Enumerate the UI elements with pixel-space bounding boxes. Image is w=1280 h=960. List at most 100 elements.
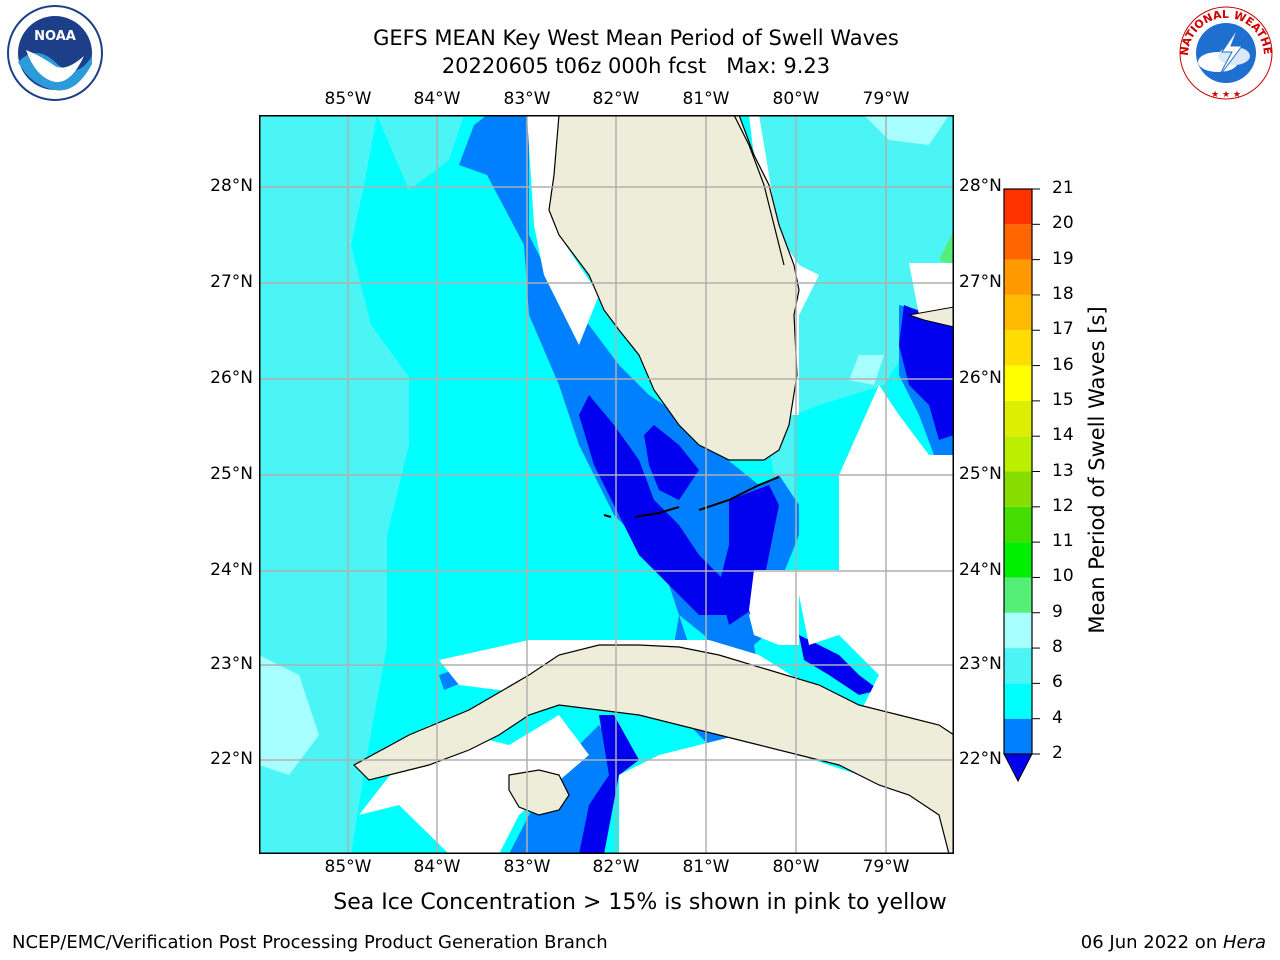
lon-tick-bottom: 83°W	[503, 857, 551, 877]
lat-tick-left: 23°N	[210, 654, 253, 674]
land-florida	[548, 115, 800, 461]
band-lt2-west	[719, 485, 779, 625]
colorbar-cell	[1004, 224, 1032, 260]
lon-tick-top: 84°W	[413, 89, 461, 109]
footer-credit: NCEP/EMC/Verification Post Processing Pr…	[12, 932, 608, 953]
colorbar-cell	[1004, 577, 1032, 613]
colorbar-cell	[1004, 365, 1032, 401]
colorbar-tick-label: 17	[1052, 319, 1074, 340]
colorbar-tick-label: 2	[1052, 743, 1063, 763]
footer-host: Hera	[1222, 932, 1266, 953]
lat-tick-left: 25°N	[210, 464, 253, 484]
colorbar-tick-label: 21	[1052, 178, 1074, 198]
band-9-10	[939, 230, 954, 265]
band-6-8-west	[259, 115, 409, 854]
land-isle-of-youth	[508, 769, 570, 816]
lat-tick-right: 24°N	[959, 560, 1002, 580]
coast-florida-east	[733, 115, 785, 266]
grid	[259, 115, 954, 854]
colorbar-under-triangle	[1003, 753, 1033, 783]
swell-period-map	[259, 115, 954, 854]
lat-tick-right: 22°N	[959, 749, 1002, 769]
colorbar-title: Mean Period of Swell Waves [s]	[1085, 306, 1109, 634]
no-data-keys	[749, 575, 799, 645]
colorbar-cell	[1004, 294, 1032, 331]
no-data-florida	[527, 115, 599, 345]
colorbar-cell	[1004, 683, 1032, 719]
no-data-bahamas-north	[909, 263, 954, 315]
band-6-8-south	[259, 765, 349, 854]
lon-tick-bottom: 82°W	[592, 857, 640, 877]
coast-keys	[698, 476, 780, 511]
band-lt2-keys	[644, 425, 699, 500]
map-subtitle: 20220605 t06z 000h fcst Max: 9.23	[441, 54, 831, 78]
lat-tick-left: 26°N	[210, 368, 253, 388]
colorbar-cell	[1004, 400, 1032, 437]
lat-tick-left: 27°N	[210, 272, 253, 292]
band-6-8-atlantic	[749, 115, 954, 515]
land-cuba	[353, 644, 954, 854]
footer-date: 06 Jun 2022 on Hera	[1081, 932, 1266, 953]
colorbar-tick-label: 15	[1052, 389, 1074, 410]
band-8-9-east2	[849, 355, 884, 385]
nws-logo: NATIONAL WEATHER SERVICE ★ ★ ★	[1176, 4, 1274, 100]
svg-text:★ ★ ★: ★ ★ ★	[1211, 90, 1241, 100]
map-frame	[259, 115, 954, 854]
colorbar	[1003, 188, 1040, 783]
colorbar-cell	[1004, 718, 1032, 754]
lat-tick-right: 26°N	[959, 368, 1002, 388]
colorbar-tick-label: 4	[1052, 707, 1063, 728]
footer-date-text: 06 Jun 2022 on	[1080, 932, 1223, 953]
colorbar-tick-label: 18	[1052, 283, 1074, 304]
lon-tick-top: 85°W	[324, 89, 372, 109]
band-8-9-west	[259, 655, 319, 775]
lon-tick-bottom: 85°W	[324, 857, 372, 877]
lon-tick-top: 79°W	[862, 89, 910, 109]
lon-tick-top: 82°W	[592, 89, 640, 109]
colorbar-tick-label: 11	[1052, 531, 1074, 552]
noaa-logo: NOAA	[7, 5, 103, 101]
band-6-8-north	[377, 115, 464, 190]
lat-tick-right: 28°N	[959, 176, 1002, 196]
lon-tick-bottom: 84°W	[413, 857, 461, 877]
colorbar-cell	[1004, 471, 1032, 507]
colorbar-cell	[1004, 612, 1032, 649]
colorbar-cell	[1004, 330, 1032, 366]
colorbar-tick-label: 9	[1052, 601, 1063, 622]
lat-tick-right: 25°N	[959, 464, 1002, 484]
lat-tick-left: 24°N	[210, 560, 253, 580]
lon-tick-top: 81°W	[682, 89, 730, 109]
colorbar-tick-label: 14	[1052, 425, 1074, 446]
colorbar-tick-label: 12	[1052, 495, 1074, 516]
band-lt2-cuba-south	[579, 715, 639, 854]
colorbar-tick-label: 10	[1052, 566, 1074, 587]
colorbar-cell	[1004, 542, 1032, 578]
colorbar-cell	[1004, 436, 1032, 472]
map-title: GEFS MEAN Key West Mean Period of Swell …	[373, 26, 899, 50]
lat-tick-left: 28°N	[210, 176, 253, 196]
lat-tick-left: 22°N	[210, 749, 253, 769]
lat-tick-right: 23°N	[959, 654, 1002, 674]
sea-ice-footnote: Sea Ice Concentration > 15% is shown in …	[333, 890, 947, 915]
coast-marquesas	[603, 514, 612, 518]
lon-tick-bottom: 81°W	[682, 857, 730, 877]
land-andros	[908, 306, 954, 328]
colorbar-cell	[1004, 648, 1032, 684]
colorbar-tick-label: 19	[1052, 248, 1074, 269]
lon-tick-top: 83°W	[503, 89, 551, 109]
colorbar-tick-label: 16	[1052, 354, 1074, 375]
noaa-logo-text: NOAA	[34, 29, 76, 44]
lat-tick-right: 27°N	[959, 272, 1002, 292]
band-2-4-florida	[459, 115, 799, 675]
colorbar-tick-label: 6	[1052, 672, 1063, 693]
band-lt2-bahamas	[899, 305, 954, 440]
colorbar-cell	[1004, 189, 1032, 225]
colorbar-tick-label: 8	[1052, 637, 1063, 658]
lon-tick-bottom: 79°W	[862, 857, 910, 877]
colorbar-tick-label: 20	[1052, 213, 1074, 234]
lon-tick-top: 80°W	[772, 89, 820, 109]
colorbar-cell	[1004, 259, 1032, 295]
lon-tick-bottom: 80°W	[772, 857, 820, 877]
colorbar-tick-label: 13	[1052, 460, 1074, 481]
coast-keys-west	[634, 506, 680, 518]
